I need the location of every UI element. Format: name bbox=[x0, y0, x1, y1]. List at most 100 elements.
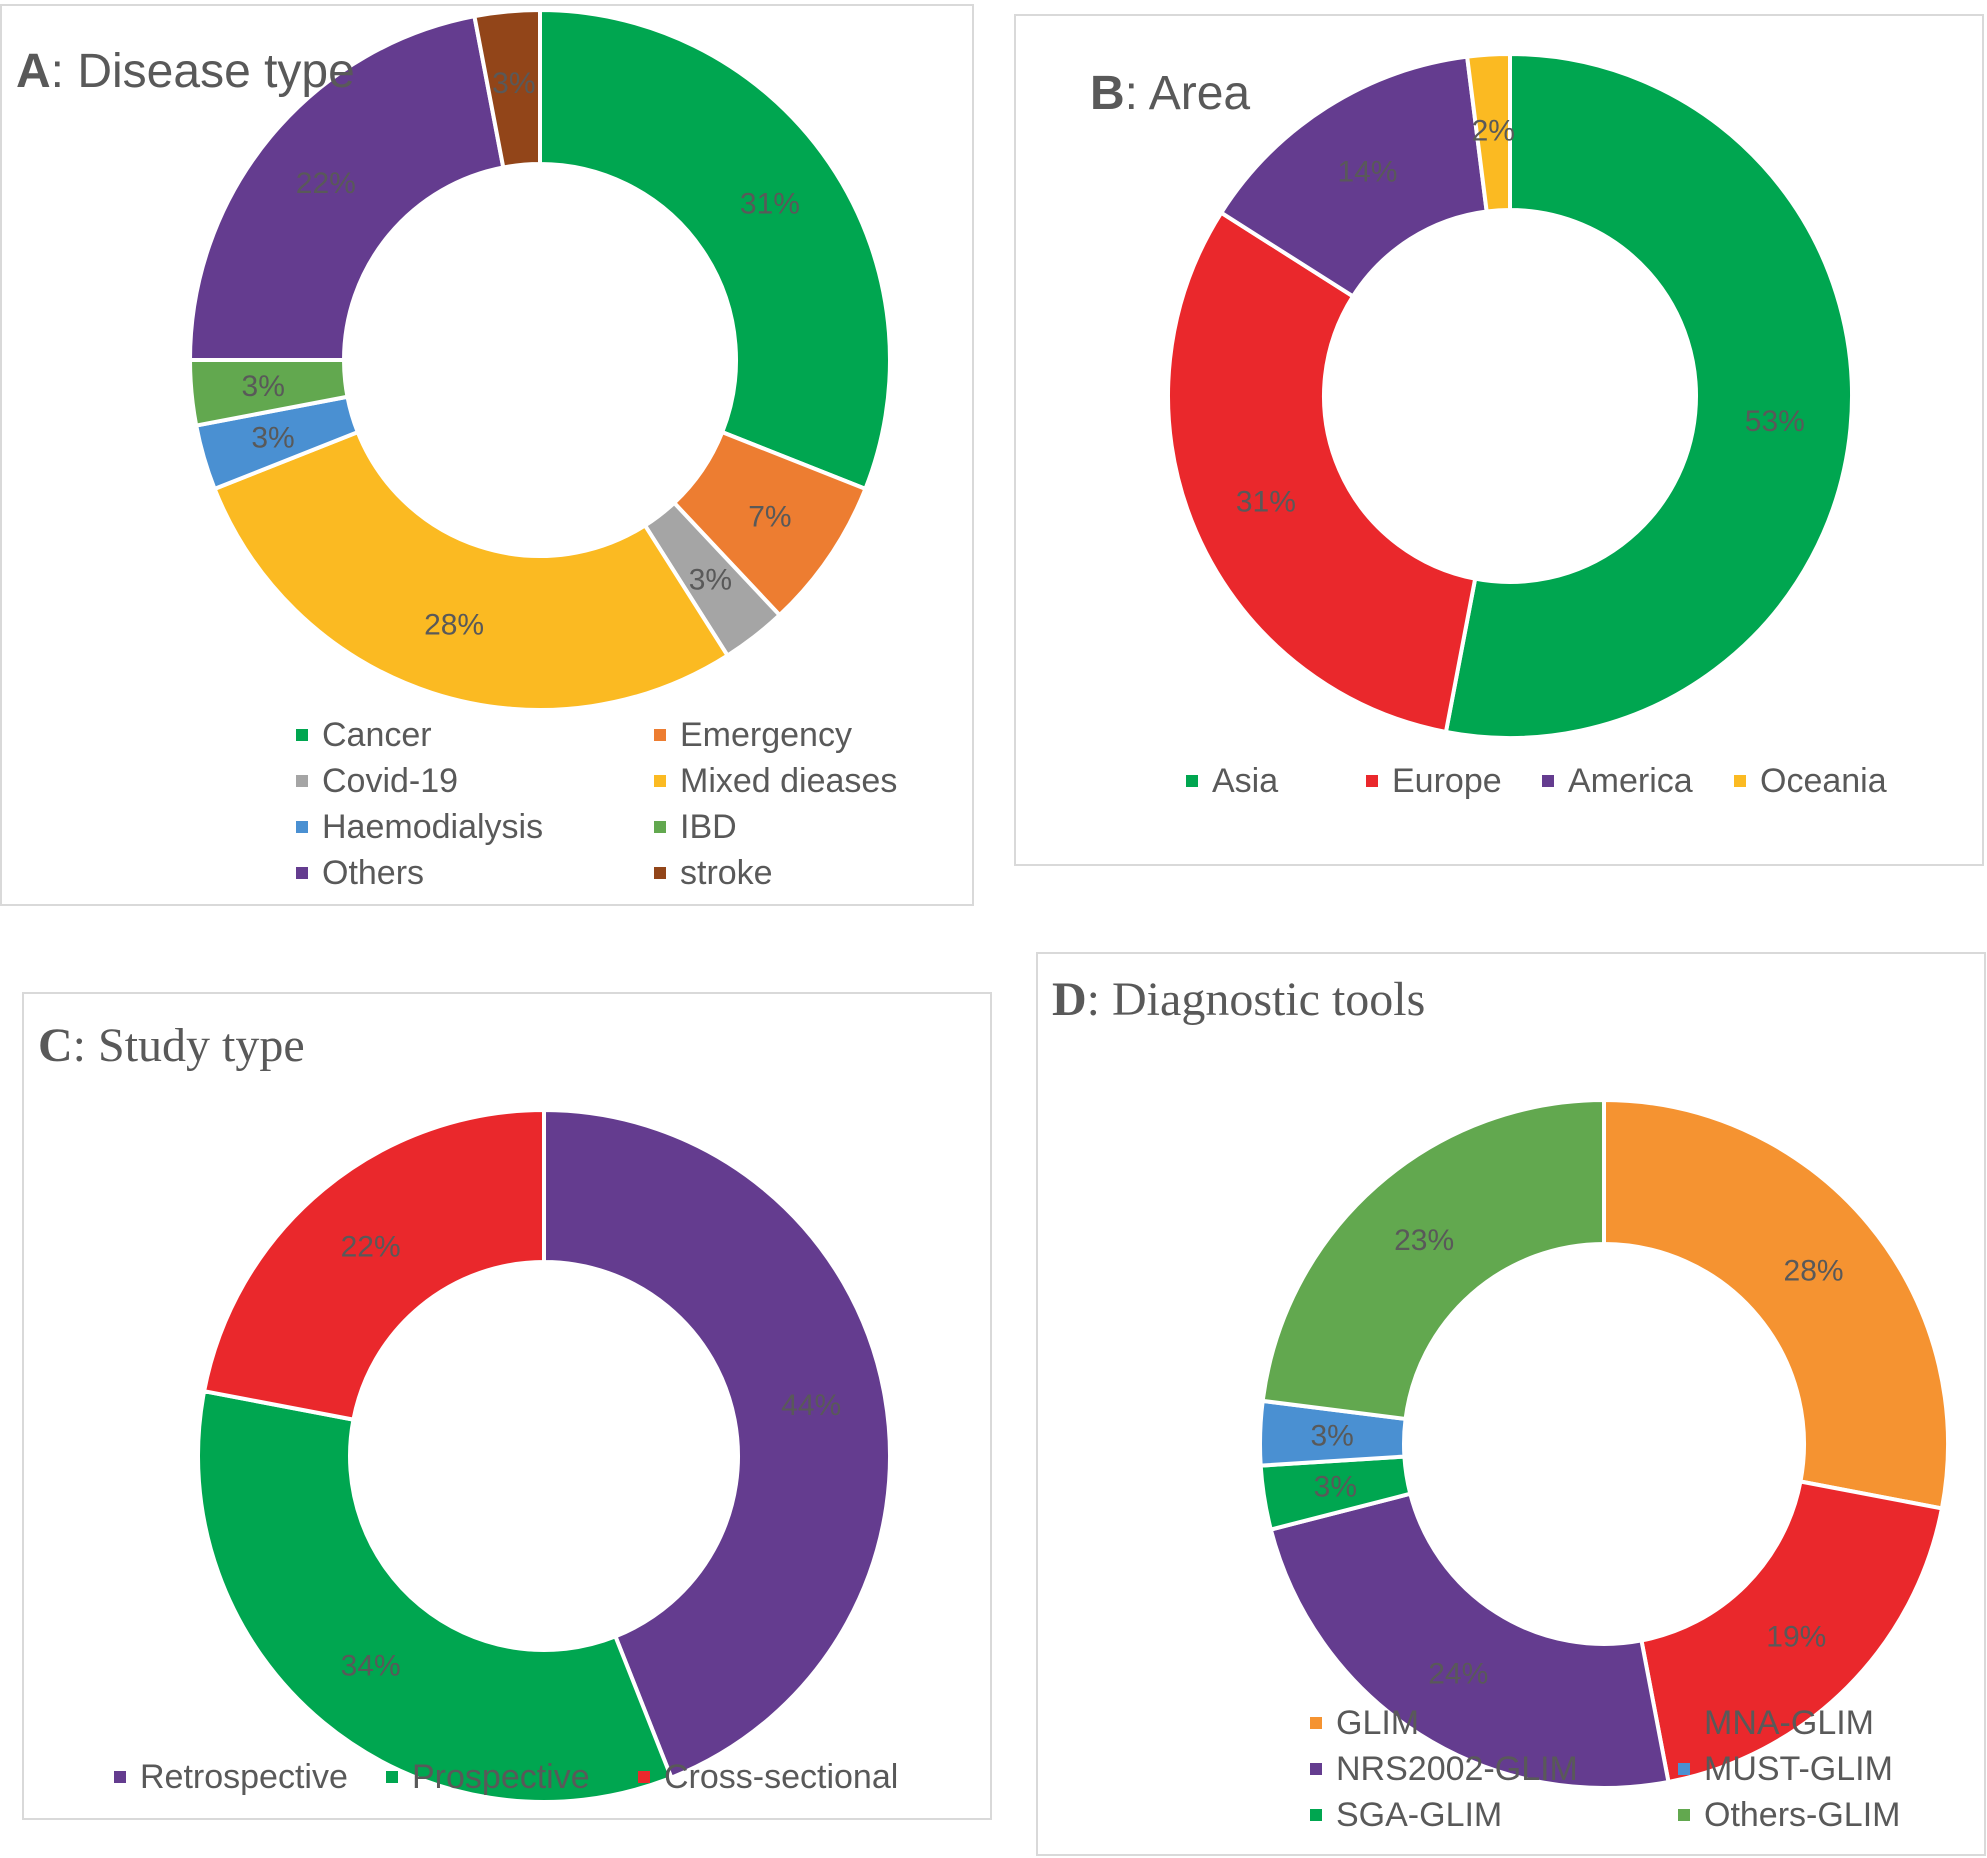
panel-disease-type: 31% 7% 3% 28% 3% 3% 22% 3% A: Disease type Canc… bbox=[0, 4, 974, 906]
legend-swatch bbox=[1186, 775, 1198, 787]
data-label: 28% bbox=[1784, 1255, 1844, 1288]
legend-item: Cancer bbox=[296, 718, 432, 752]
legend-swatch bbox=[1310, 1763, 1322, 1775]
data-label: 19% bbox=[1766, 1620, 1826, 1653]
legend-swatch bbox=[1366, 775, 1378, 787]
slice-mna-glim bbox=[1639, 1479, 1945, 1785]
legend-swatch bbox=[386, 1771, 398, 1783]
data-label: 23% bbox=[1394, 1224, 1454, 1257]
panel-area: 53% 31% 14% 2% B: Area Asia Europe America Oce… bbox=[1014, 14, 1984, 866]
legend-label: Haemodialysis bbox=[322, 808, 544, 846]
data-label: 22% bbox=[296, 167, 356, 200]
legend-label: Others-GLIM bbox=[1704, 1796, 1901, 1834]
legend-label: Cancer bbox=[322, 716, 432, 754]
slice-asia bbox=[1443, 51, 1854, 740]
legend-label: Europe bbox=[1392, 762, 1502, 800]
legend-label: Prospective bbox=[412, 1758, 590, 1796]
slice-prospective bbox=[196, 1388, 674, 1804]
chart-title: C: Study type bbox=[38, 1019, 305, 1072]
data-label: 3% bbox=[492, 67, 535, 100]
legend-item: Covid-19 bbox=[296, 764, 458, 798]
panel-diagnostic-tools: 28% 19% 24% 3% 3% 23% D: Diagnostic tools GLI… bbox=[1036, 952, 1986, 1856]
slice-america bbox=[1218, 54, 1489, 300]
data-label: 2% bbox=[1472, 115, 1515, 148]
slice-cross-sectional bbox=[201, 1107, 546, 1422]
slice-stroke bbox=[472, 7, 542, 170]
legend-swatch bbox=[638, 1771, 650, 1783]
legend-item: Emergency bbox=[654, 718, 852, 752]
donut-chart-diagnostic-tools: 28% 19% 24% 3% 3% 23% bbox=[1258, 1097, 1950, 1790]
data-label: 31% bbox=[740, 188, 800, 221]
slice-others bbox=[187, 13, 506, 362]
legend-item: Haemodialysis bbox=[296, 810, 543, 844]
data-label: 3% bbox=[689, 564, 732, 597]
data-label: 28% bbox=[424, 608, 484, 641]
legend-label: Emergency bbox=[680, 716, 852, 754]
legend-item: Europe bbox=[1366, 764, 1502, 798]
legend-item: NRS2002-GLIM bbox=[1310, 1752, 1578, 1786]
chart-title: B: Area bbox=[1090, 67, 1251, 120]
data-label: 44% bbox=[781, 1389, 841, 1422]
data-label: 22% bbox=[341, 1230, 401, 1263]
panel-study-type: 44% 34% 22% C: Study type Retrospective Pro… bbox=[22, 992, 992, 1820]
legend-swatch bbox=[1678, 1717, 1690, 1729]
data-label: 31% bbox=[1236, 486, 1296, 519]
donut-chart-disease-type: 31% 7% 3% 28% 3% 3% 22% 3% bbox=[187, 7, 892, 712]
legend-item: Oceania bbox=[1734, 764, 1887, 798]
legend-label: MUST-GLIM bbox=[1704, 1750, 1893, 1788]
slice-others-glim bbox=[1260, 1097, 1606, 1422]
legend-item: Cross-sectional bbox=[638, 1760, 898, 1794]
chart-title: D: Diagnostic tools bbox=[1052, 973, 1426, 1026]
data-label: 34% bbox=[341, 1650, 401, 1683]
legend-swatch bbox=[1310, 1717, 1322, 1729]
legend-item: MUST-GLIM bbox=[1678, 1752, 1893, 1786]
legend-swatch bbox=[1678, 1809, 1690, 1821]
legend-item: Others-GLIM bbox=[1678, 1798, 1900, 1832]
legend-swatch bbox=[296, 729, 308, 741]
slice-cancer bbox=[538, 7, 892, 492]
legend-swatch bbox=[296, 821, 308, 833]
legend-swatch bbox=[654, 867, 666, 879]
legend-item: GLIM bbox=[1310, 1706, 1419, 1740]
legend-label: Others bbox=[322, 854, 425, 892]
legend-label: stroke bbox=[680, 854, 773, 892]
legend-item: MNA-GLIM bbox=[1678, 1706, 1874, 1740]
legend-swatch bbox=[1678, 1763, 1690, 1775]
legend-item: IBD bbox=[654, 810, 737, 844]
donut-chart-study-type: 44% 34% 22% bbox=[196, 1107, 892, 1804]
legend-label: SGA-GLIM bbox=[1336, 1796, 1503, 1834]
legend-item: America bbox=[1542, 764, 1693, 798]
data-label: 24% bbox=[1428, 1658, 1488, 1691]
legend-item: Mixed dieases bbox=[654, 764, 897, 798]
slice-europe bbox=[1166, 209, 1478, 735]
legend-label: NRS2002-GLIM bbox=[1336, 1750, 1578, 1788]
legend-swatch bbox=[296, 775, 308, 787]
legend-item: Retrospective bbox=[114, 1760, 348, 1794]
legend-swatch bbox=[296, 867, 308, 879]
legend-label: IBD bbox=[680, 808, 737, 846]
slice-oceania bbox=[1464, 51, 1512, 214]
slice-glim bbox=[1602, 1097, 1950, 1511]
chart-title: A: Disease type bbox=[16, 45, 355, 98]
slice-nrs2002-glim bbox=[1268, 1491, 1671, 1790]
legend-label: America bbox=[1568, 762, 1693, 800]
legend-item: stroke bbox=[654, 856, 773, 890]
legend-item: Others bbox=[296, 856, 424, 890]
legend-swatch bbox=[1542, 775, 1554, 787]
slice-mixed-dieases bbox=[211, 429, 731, 712]
data-label: 14% bbox=[1337, 155, 1397, 188]
data-label: 3% bbox=[1314, 1471, 1357, 1504]
legend-item: Asia bbox=[1186, 764, 1278, 798]
data-label: 3% bbox=[1310, 1419, 1353, 1452]
legend-swatch bbox=[654, 821, 666, 833]
legend-label: Cross-sectional bbox=[664, 1758, 899, 1796]
legend-label: Covid-19 bbox=[322, 762, 459, 800]
data-label: 53% bbox=[1745, 405, 1805, 438]
legend-label: Mixed dieases bbox=[680, 762, 898, 800]
donut-chart-area: 53% 31% 14% 2% bbox=[1166, 51, 1854, 740]
legend-label: Oceania bbox=[1760, 762, 1887, 800]
data-label: 7% bbox=[748, 500, 791, 533]
legend-swatch bbox=[1310, 1809, 1322, 1821]
legend-swatch bbox=[654, 775, 666, 787]
legend-label: Retrospective bbox=[140, 1758, 348, 1796]
